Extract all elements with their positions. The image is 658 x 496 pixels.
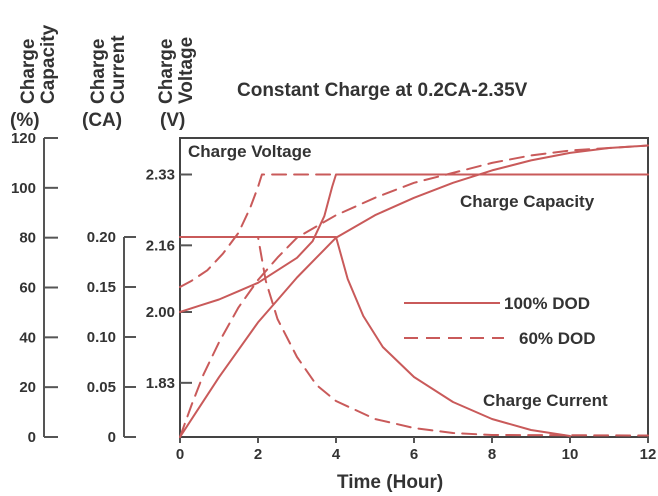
current-tick-label: 0.15 bbox=[87, 279, 116, 296]
x-tick-label: 12 bbox=[640, 446, 657, 463]
current-tick-label: 0.10 bbox=[87, 329, 116, 346]
legend-label-60-dod: 60% DOD bbox=[519, 329, 596, 348]
x-tick-label: 2 bbox=[254, 446, 262, 463]
voltage-tick-label: 2.00 bbox=[146, 304, 175, 321]
x-tick-label: 4 bbox=[332, 446, 341, 463]
capacity-tick-label: 40 bbox=[19, 329, 36, 346]
capacity-curve-60-dod bbox=[179, 144, 649, 438]
voltage-tick-label: 2.16 bbox=[146, 237, 175, 254]
voltage-curve-60-dod bbox=[179, 173, 649, 288]
charge-capacity-annotation: Charge Capacity bbox=[460, 192, 595, 211]
current-axis-label-2: Current bbox=[108, 35, 129, 104]
x-axis-label: Time (Hour) bbox=[337, 472, 443, 493]
capacity-axis-label-2: Capacity bbox=[38, 24, 59, 104]
current-tick-label: 0 bbox=[108, 429, 116, 446]
x-tick-label: 0 bbox=[176, 446, 184, 463]
current-curve-100-dod bbox=[179, 236, 571, 437]
legend-label-100-dod: 100% DOD bbox=[504, 294, 590, 313]
current-axis-label-1: Charge bbox=[88, 39, 109, 104]
voltage-axis-label-2: Voltage bbox=[176, 37, 197, 104]
capacity-axis-unit: (%) bbox=[10, 110, 40, 131]
capacity-tick-label: 20 bbox=[19, 379, 36, 396]
charge-voltage-annotation: Charge Voltage bbox=[188, 142, 311, 161]
x-tick-label: 6 bbox=[410, 446, 418, 463]
capacity-tick-label: 120 bbox=[11, 130, 36, 147]
voltage-curve-100-dod bbox=[179, 173, 649, 313]
voltage-axis-unit: (V) bbox=[160, 110, 185, 131]
x-tick-label: 8 bbox=[488, 446, 496, 463]
current-axis-unit: (CA) bbox=[82, 110, 122, 131]
voltage-tick-label: 2.33 bbox=[146, 167, 175, 184]
x-tick-label: 10 bbox=[562, 446, 579, 463]
voltage-tick-label: 1.83 bbox=[146, 375, 175, 392]
capacity-tick-label: 60 bbox=[19, 280, 36, 297]
current-tick-label: 0.20 bbox=[87, 229, 116, 246]
capacity-tick-label: 100 bbox=[11, 180, 36, 197]
voltage-axis-label-1: Charge bbox=[156, 39, 177, 104]
capacity-tick-label: 0 bbox=[28, 429, 36, 446]
capacity-axis-label-1: Charge bbox=[18, 39, 39, 104]
capacity-tick-label: 80 bbox=[19, 230, 36, 247]
chart-title: Constant Charge at 0.2CA-2.35V bbox=[237, 80, 528, 101]
current-tick-label: 0.05 bbox=[87, 379, 116, 396]
current-curve-60-dod bbox=[179, 236, 649, 437]
charge-current-annotation: Charge Current bbox=[483, 391, 608, 410]
